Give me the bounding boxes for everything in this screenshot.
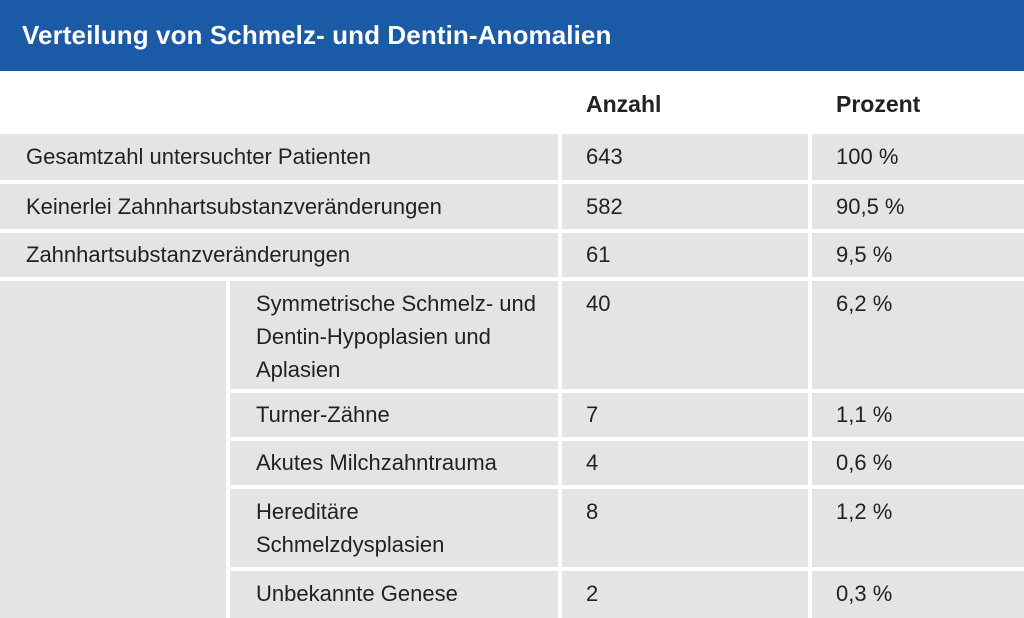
subrow-label-line: Unbekannte Genese — [256, 581, 458, 606]
subrow-label-cell: Symmetrische Schmelz- und Dentin-Hypopla… — [230, 281, 558, 389]
subrow-count: 8 — [586, 499, 599, 524]
subrow-percent-cell: 6,2 % — [812, 281, 1024, 389]
row-label: Keinerlei Zahnhartsubstanzveränderungen — [26, 194, 442, 219]
subrow-count-cell: 7 — [562, 393, 808, 437]
subrow-label-line: Aplasien — [256, 357, 341, 382]
subrow-label-cell: Akutes Milchzahntrauma — [230, 441, 558, 485]
subrow-label-line: Symmetrische Schmelz- und — [256, 291, 536, 316]
subrow-label-line: Dentin-Hypoplasien und — [256, 324, 491, 349]
subrow-percent: 6,2 % — [836, 291, 893, 316]
row-count: 582 — [586, 194, 623, 219]
subrow-label-cell: Turner-Zähne — [230, 393, 558, 437]
subrow-percent-cell: 0,6 % — [812, 441, 1024, 485]
row-percent-cell: 100 % — [812, 134, 1024, 180]
subrow-count-cell: 8 — [562, 489, 808, 567]
subrow-count: 7 — [586, 402, 599, 427]
subrow-label-line: Schmelzdysplasien — [256, 532, 445, 557]
subrow-count: 4 — [586, 450, 599, 475]
row-count-cell: 582 — [562, 184, 808, 229]
header-count: Anzahl — [586, 91, 662, 117]
subrow-count: 2 — [586, 581, 599, 606]
row-percent: 9,5 % — [836, 242, 893, 267]
subrow-percent: 0,3 % — [836, 581, 893, 606]
subrow-label-line: Akutes Milchzahntrauma — [256, 450, 497, 475]
subrow-percent: 1,1 % — [836, 402, 893, 427]
row-percent-cell: 90,5 % — [812, 184, 1024, 229]
subrow-percent-cell: 1,2 % — [812, 489, 1024, 567]
subrow-count-cell: 40 — [562, 281, 808, 389]
row-label-cell: Keinerlei Zahnhartsubstanzveränderungen — [0, 184, 558, 229]
row-label-cell: Zahnhartsubstanzveränderungen — [0, 233, 558, 277]
subrow-percent-cell: 0,3 % — [812, 571, 1024, 618]
row-count-cell: 643 — [562, 134, 808, 180]
header-percent: Prozent — [836, 91, 921, 117]
subrow-percent: 1,2 % — [836, 499, 893, 524]
row-label-cell: Gesamtzahl untersuchter Patienten — [0, 134, 558, 180]
row-label: Zahnhartsubstanzveränderungen — [26, 242, 351, 267]
subrow-percent: 0,6 % — [836, 450, 893, 475]
row-percent: 90,5 % — [836, 194, 905, 219]
row-percent-cell: 9,5 % — [812, 233, 1024, 277]
row-count: 643 — [586, 144, 623, 169]
subrow-label-cell: Hereditäre Schmelzdysplasien — [230, 489, 558, 567]
row-label: Gesamtzahl untersuchter Patienten — [26, 144, 371, 169]
subrow-percent-cell: 1,1 % — [812, 393, 1024, 437]
table-title-banner: Verteilung von Schmelz- und Dentin-Anoma… — [0, 0, 1024, 71]
subrow-label-line: Hereditäre — [256, 499, 359, 524]
subrow-count: 40 — [586, 291, 611, 316]
subgroup-indent-cell — [0, 281, 226, 618]
subrow-label-cell: Unbekannte Genese — [230, 571, 558, 618]
subrow-label-line: Turner-Zähne — [256, 402, 390, 427]
subrow-count-cell: 4 — [562, 441, 808, 485]
row-count-cell: 61 — [562, 233, 808, 277]
row-percent: 100 % — [836, 144, 899, 169]
row-count: 61 — [586, 242, 611, 267]
table-title: Verteilung von Schmelz- und Dentin-Anoma… — [22, 20, 612, 50]
subrow-count-cell: 2 — [562, 571, 808, 618]
